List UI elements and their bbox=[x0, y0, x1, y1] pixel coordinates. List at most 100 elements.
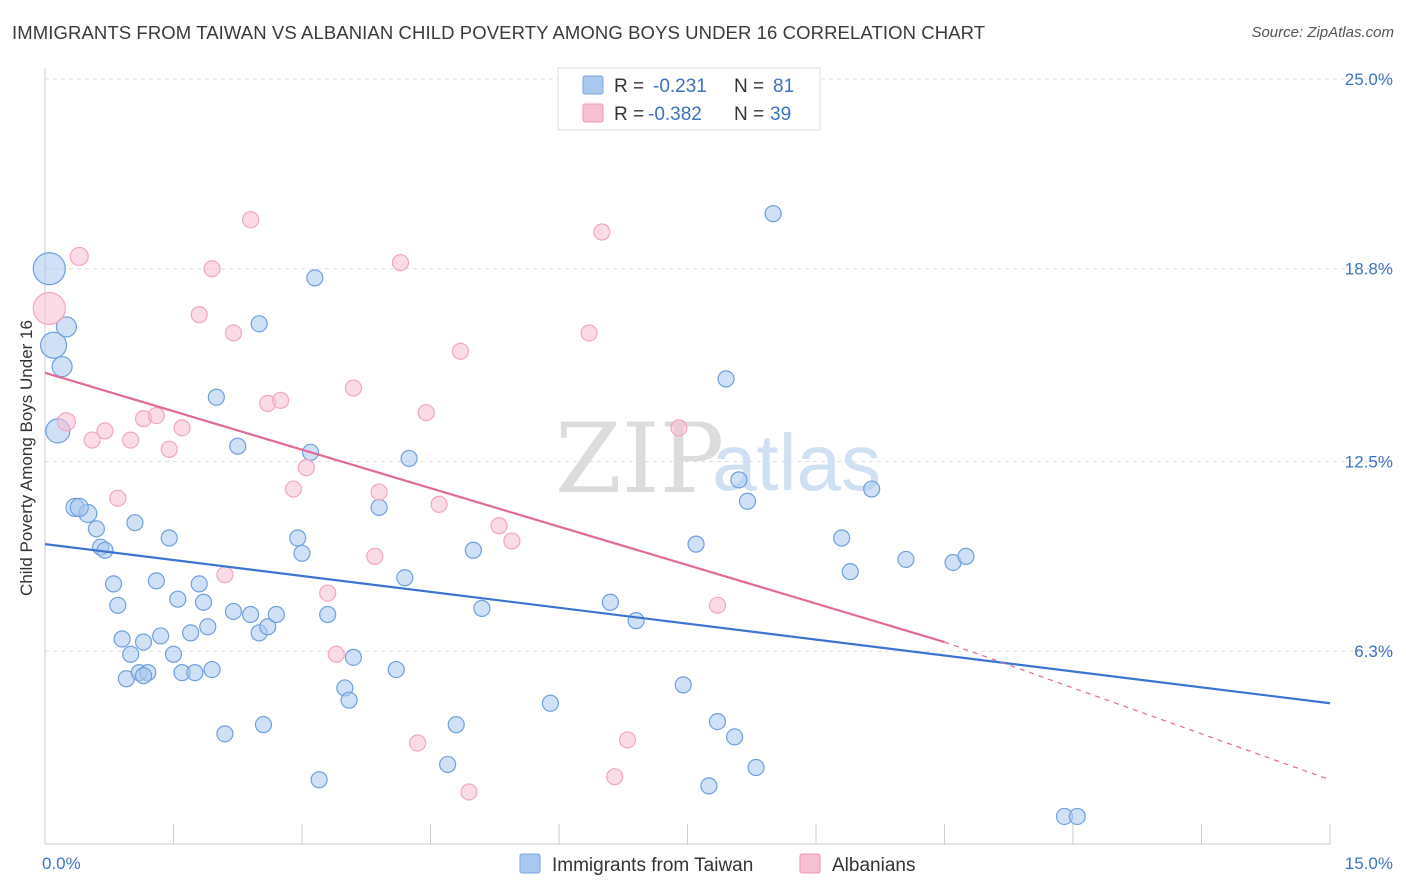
y-axis-title: Child Poverty Among Boys Under 16 bbox=[17, 320, 36, 596]
taiwan-point-58 bbox=[473, 599, 491, 617]
x-tick-label-1: 15.0% bbox=[1345, 854, 1393, 873]
albanians-point-9 bbox=[160, 440, 178, 458]
albanians-point-34 bbox=[593, 223, 611, 241]
albanians-point-22 bbox=[344, 379, 362, 397]
legend-bottom: Immigrants from Taiwan Albanians bbox=[519, 853, 915, 876]
taiwan-point-36 bbox=[242, 605, 260, 624]
legend-n-value-taiwan: 81 bbox=[773, 76, 794, 97]
taiwan-point-15 bbox=[122, 645, 140, 663]
albanians-point-5 bbox=[109, 489, 127, 507]
taiwan-point-12 bbox=[109, 596, 127, 614]
albanians-point-10 bbox=[173, 419, 191, 437]
taiwan-point-4 bbox=[51, 356, 73, 378]
taiwan-point-59 bbox=[541, 694, 560, 712]
albanians-point-28 bbox=[430, 495, 448, 513]
taiwan-point-21 bbox=[152, 627, 170, 645]
taiwan-point-7 bbox=[69, 497, 89, 517]
albanians-point-4 bbox=[96, 422, 114, 440]
taiwan-point-46 bbox=[310, 771, 328, 789]
watermark-zip: ZIP bbox=[555, 403, 724, 515]
taiwan-point-72 bbox=[833, 529, 851, 547]
albanians-point-17 bbox=[271, 391, 290, 409]
albanians-point-32 bbox=[503, 532, 521, 550]
albanians-point-26 bbox=[409, 734, 427, 752]
albanians-point-20 bbox=[319, 584, 337, 602]
taiwan-point-27 bbox=[186, 664, 204, 682]
taiwan-point-54 bbox=[400, 449, 418, 468]
taiwan-point-51 bbox=[370, 498, 388, 516]
albanians-point-6 bbox=[122, 431, 140, 449]
taiwan-point-43 bbox=[293, 544, 311, 562]
legend-r-value-taiwan: -0.231 bbox=[653, 76, 707, 97]
legend-r-value-albanians: -0.382 bbox=[648, 104, 702, 125]
taiwan-point-74 bbox=[863, 480, 881, 498]
taiwan-point-20 bbox=[147, 572, 165, 590]
legend-r-label-taiwan: R = bbox=[614, 76, 644, 97]
albanians-point-3 bbox=[83, 431, 101, 449]
x-tick-labels: 0.0% 15.0% bbox=[42, 854, 1393, 873]
albanians-point-25 bbox=[391, 254, 410, 272]
albanians-point-18 bbox=[284, 480, 303, 498]
y-tick-label-3: 25.0% bbox=[1345, 70, 1393, 89]
legend-n-value-albanians: 39 bbox=[770, 104, 791, 125]
y-tick-label-1: 12.5% bbox=[1345, 453, 1393, 472]
albanians-point-19 bbox=[297, 459, 315, 477]
grid-lines bbox=[45, 78, 1392, 652]
taiwan-point-0 bbox=[32, 252, 66, 286]
legend-n-label-taiwan: N = bbox=[734, 76, 764, 97]
albanians-trend-line bbox=[44, 371, 945, 644]
taiwan-point-23 bbox=[164, 645, 183, 663]
albanians-point-27 bbox=[417, 403, 435, 422]
taiwan-point-68 bbox=[730, 471, 748, 489]
taiwan-point-70 bbox=[747, 758, 765, 777]
legend-r-label-albanians: R = bbox=[614, 104, 644, 125]
y-tick-label-2: 18.8% bbox=[1345, 260, 1393, 279]
y-tick-labels: 6.3% 12.5% 18.8% 25.0% bbox=[1345, 70, 1393, 661]
albanians-point-36 bbox=[618, 731, 637, 749]
taiwan-point-53 bbox=[396, 569, 414, 587]
taiwan-point-24 bbox=[169, 590, 187, 608]
albanians-point-2 bbox=[56, 412, 77, 432]
albanians-point-1 bbox=[69, 246, 89, 267]
chart-title: IMMIGRANTS FROM TAIWAN VS ALBANIAN CHILD… bbox=[12, 22, 986, 43]
taiwan-point-28 bbox=[190, 575, 208, 593]
taiwan-point-69 bbox=[738, 492, 757, 510]
legend-top: R = -0.231 N = 81 R = -0.382 N = 39 bbox=[557, 67, 821, 131]
taiwan-trend-line bbox=[44, 543, 1331, 705]
taiwan-point-64 bbox=[700, 777, 718, 795]
taiwan-point-41 bbox=[250, 315, 268, 333]
albanians-point-23 bbox=[366, 547, 384, 565]
taiwan-point-57 bbox=[464, 541, 482, 559]
taiwan-point-50 bbox=[344, 648, 362, 666]
albanians-point-8 bbox=[147, 407, 165, 425]
taiwan-point-61 bbox=[627, 612, 645, 630]
watermark-atlas: atlas bbox=[712, 418, 881, 507]
albanians-point-35 bbox=[606, 768, 624, 786]
taiwan-point-35 bbox=[229, 437, 247, 455]
albanians-point-14 bbox=[224, 324, 243, 342]
albanians-point-30 bbox=[460, 783, 478, 801]
taiwan-point-22 bbox=[160, 529, 178, 547]
taiwan-point-80 bbox=[134, 667, 153, 685]
taiwan-point-3 bbox=[55, 316, 78, 338]
taiwan-point-56 bbox=[447, 716, 465, 734]
taiwan-point-29 bbox=[194, 593, 213, 611]
bottom-legend-swatch-taiwan bbox=[519, 853, 541, 874]
bottom-legend-label-albanians: Albanians bbox=[832, 855, 915, 876]
legend-n-label-albanians: N = bbox=[734, 104, 764, 125]
albanians-point-21 bbox=[327, 645, 345, 663]
taiwan-point-79 bbox=[1068, 807, 1086, 826]
taiwan-point-65 bbox=[708, 712, 727, 731]
taiwan-point-40 bbox=[267, 605, 285, 624]
taiwan-point-34 bbox=[224, 602, 243, 621]
y-tick-label-0: 6.3% bbox=[1354, 642, 1393, 661]
taiwan-point-52 bbox=[387, 660, 405, 679]
trend-lines bbox=[44, 371, 1331, 781]
legend-swatch-albanians bbox=[582, 103, 604, 123]
albanians-point-38 bbox=[708, 596, 727, 614]
taiwan-point-42 bbox=[289, 529, 307, 547]
albanians-point-15 bbox=[242, 211, 260, 229]
taiwan-point-38 bbox=[254, 716, 273, 734]
albanians-point-24 bbox=[370, 483, 388, 501]
taiwan-point-66 bbox=[717, 370, 735, 388]
